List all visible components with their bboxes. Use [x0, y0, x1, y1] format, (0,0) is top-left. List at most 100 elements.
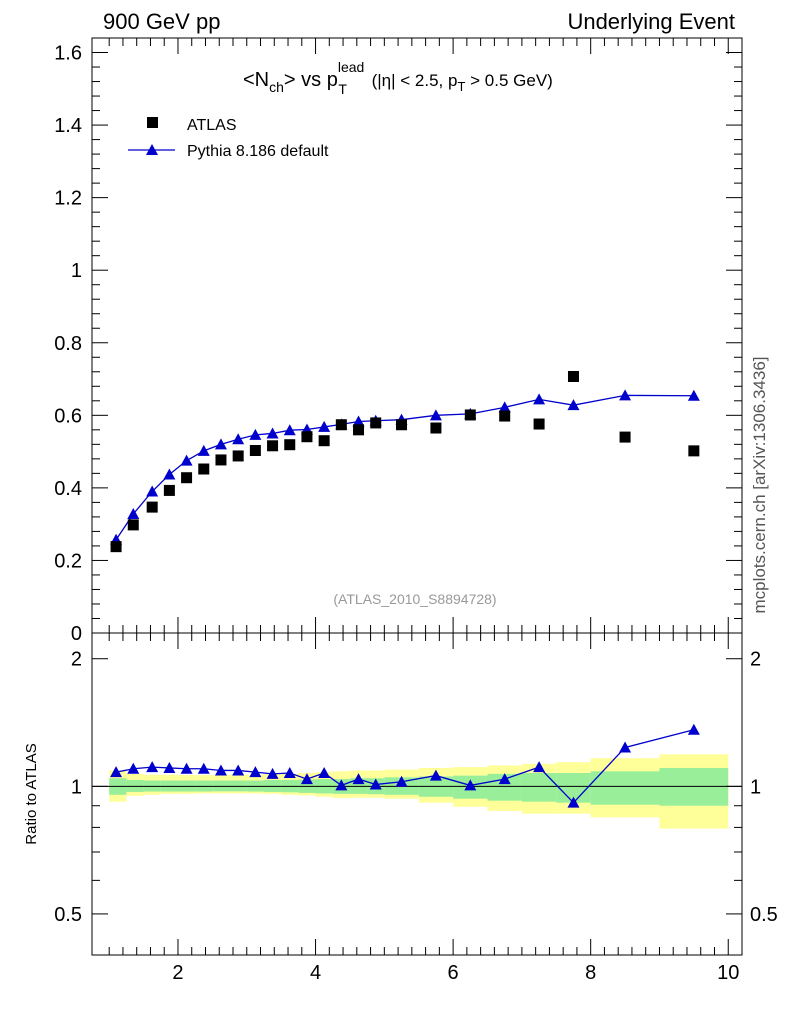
- x-tick-label: 2: [172, 962, 183, 984]
- ratio-y-tick-label: 2: [71, 649, 82, 671]
- pythia-point: [127, 508, 140, 519]
- atlas-point: [567, 370, 579, 382]
- ratio-frame: [91, 632, 743, 956]
- atlas-point: [430, 422, 442, 434]
- title-cut1: (|η| < 2.5, p: [367, 71, 458, 90]
- pythia-point: [214, 438, 227, 450]
- ratio-point: [498, 773, 511, 785]
- x-tick-labels: 2 4 6 8 10: [172, 962, 739, 984]
- ratio-bands: [109, 754, 729, 829]
- atlas-point: [335, 419, 347, 431]
- ratio-y-tick-label-right: 0.5: [750, 904, 778, 926]
- main-y-tick-label: 0.2: [54, 550, 82, 572]
- main-y-tick-label: 1: [71, 260, 82, 282]
- side-label: mcplots.cern.ch [arXiv:1306.3436]: [750, 356, 769, 613]
- main-data: [110, 370, 700, 553]
- ratio-point: [214, 764, 227, 776]
- ratio-y-tick-label-right: 1: [750, 776, 761, 798]
- pythia-point: [498, 401, 511, 413]
- ratio-point: [300, 773, 313, 785]
- title-pt-sub: T: [338, 81, 347, 97]
- title-mid: > vs p: [284, 69, 338, 91]
- atlas-point: [619, 431, 631, 443]
- pythia-point: [163, 468, 176, 480]
- legend-pythia-label: Pythia 8.186 default: [187, 143, 329, 160]
- legend-pythia-marker: [146, 144, 158, 155]
- main-ticks: [92, 37, 743, 634]
- atlas-point: [499, 410, 511, 422]
- header-right: Underlying Event: [567, 9, 735, 34]
- main-y-tick-label: 0: [71, 623, 82, 645]
- ratio-point: [352, 773, 365, 785]
- pythia-point: [146, 485, 159, 497]
- ratio-point: [283, 767, 296, 779]
- pythia-point: [533, 393, 546, 405]
- atlas-point: [464, 409, 476, 421]
- ratio-point: [395, 775, 408, 787]
- main-y-tick-label: 0.8: [54, 333, 82, 355]
- x-tick-label: 10: [717, 962, 739, 984]
- pythia-point: [687, 389, 700, 401]
- atlas-point: [249, 445, 261, 457]
- ratio-y-tick-label: 1: [71, 776, 82, 798]
- pythia-point: [180, 454, 193, 466]
- ratio-band-inner: [521, 773, 557, 802]
- ratio-point: [687, 723, 700, 735]
- atlas-point: [353, 424, 365, 436]
- atlas-point: [181, 472, 193, 484]
- pythia-point: [266, 427, 279, 439]
- ratio-point: [163, 761, 176, 773]
- ratio-point: [180, 762, 193, 774]
- atlas-point: [370, 417, 382, 429]
- pythia-point: [283, 424, 296, 436]
- ratio-point: [533, 761, 546, 773]
- atlas-point: [533, 418, 545, 430]
- atlas-point: [688, 445, 700, 457]
- legend-atlas-label: ATLAS: [187, 117, 237, 134]
- ratio-point: [335, 779, 348, 791]
- ratio-y-tick-label: 0.5: [54, 904, 82, 926]
- pythia-point: [197, 444, 210, 456]
- atlas-point: [318, 435, 330, 447]
- x-tick-label: 4: [310, 962, 321, 984]
- pythia-point: [429, 409, 442, 421]
- pythia-point: [567, 399, 580, 411]
- header-left: 900 GeV pp: [103, 9, 220, 34]
- title-pt-sup: lead: [338, 59, 364, 75]
- main-y-tick-label: 1.2: [54, 188, 82, 210]
- atlas-point: [110, 541, 122, 553]
- ratio-point: [110, 766, 123, 778]
- atlas-point: [198, 463, 210, 475]
- ratio-point: [127, 762, 140, 774]
- ratio-point: [619, 741, 632, 753]
- main-y-tick-label: 0.4: [54, 478, 82, 500]
- pythia-point: [619, 389, 632, 401]
- ratio-ylabel: Ratio to ATLAS: [23, 743, 40, 844]
- title-cut2: > 0.5 GeV): [465, 71, 552, 90]
- main-y-tick-label: 1.6: [54, 43, 82, 65]
- atlas-point: [284, 439, 296, 451]
- ratio-point: [266, 767, 279, 779]
- analysis-watermark: (ATLAS_2010_S8894728): [333, 591, 496, 607]
- ratio-ticks: [92, 633, 743, 956]
- pythia-point: [232, 433, 245, 445]
- ratio-y-tick-labels: 0.5 0.5 1 1 2 2: [54, 649, 778, 926]
- atlas-point: [146, 501, 158, 513]
- legend: ATLAS Pythia 8.186 default: [128, 117, 329, 160]
- main-y-tick-labels: 0 0.2 0.4 0.6 0.8 1 1.2 1.4 1.6: [54, 43, 82, 645]
- atlas-point: [267, 440, 279, 452]
- ratio-point: [232, 764, 245, 776]
- atlas-point: [215, 454, 227, 466]
- main-y-tick-label: 1.4: [54, 115, 82, 137]
- ratio-point: [567, 796, 580, 808]
- ratio-band-inner: [590, 771, 660, 805]
- title-lhs-sub: ch: [269, 79, 284, 95]
- ratio-band-inner: [659, 767, 729, 806]
- ratio-point: [146, 761, 159, 773]
- title-lhs: <N: [243, 69, 269, 91]
- x-tick-label: 6: [448, 962, 459, 984]
- x-tick-label: 8: [585, 962, 596, 984]
- legend-atlas-marker: [147, 117, 158, 128]
- pythia-point: [249, 428, 262, 440]
- ratio-panel: 0.5 0.5 1 1 2 2 2 4 6 8 10 Ratio to ATLAS: [23, 632, 778, 984]
